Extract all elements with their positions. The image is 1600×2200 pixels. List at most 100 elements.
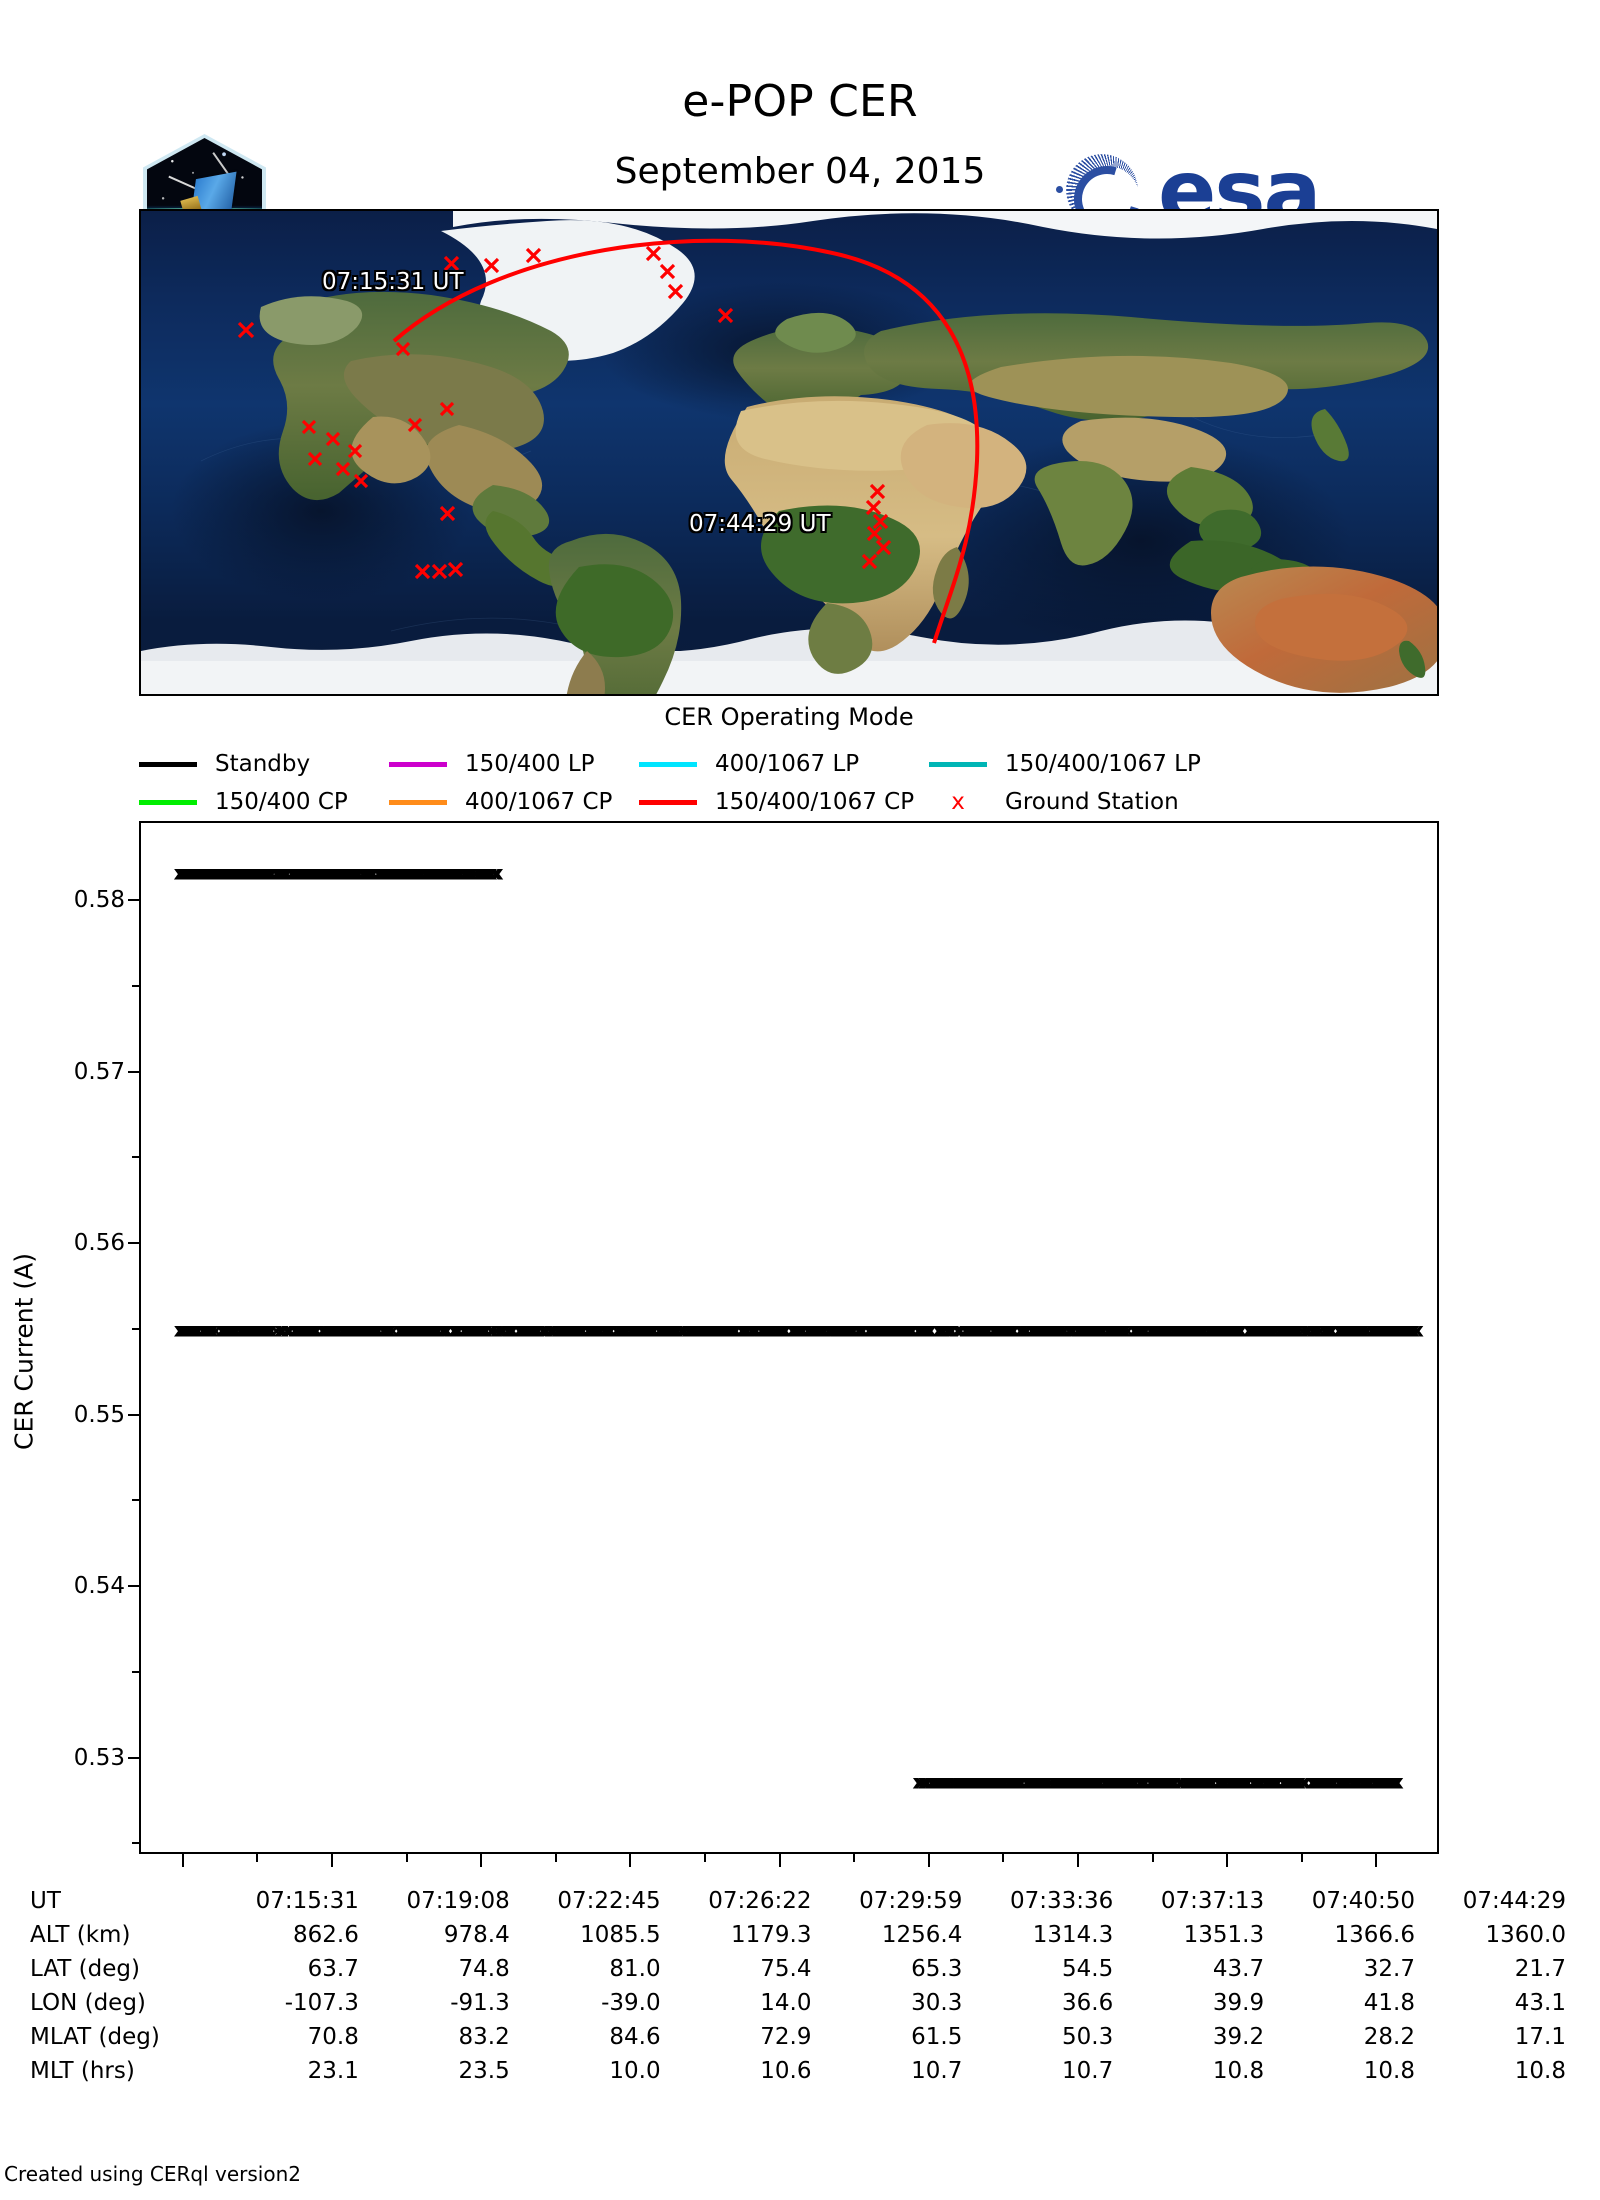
table-cell: 23.5: [458, 2058, 510, 2084]
table-cell: 10.8: [1212, 2058, 1265, 2084]
scatter-marker: x: [396, 862, 410, 885]
scatter-marker: x: [394, 862, 407, 885]
scatter-marker: x: [330, 862, 344, 885]
scatter-marker: x: [490, 862, 503, 885]
scatter-marker: x: [246, 862, 260, 885]
scatter-marker: x: [286, 862, 299, 885]
table-row: MLAT (deg) 70.8 83.2 84.6 72.9 61.5 50.3 39.2 28…: [28, 2020, 1588, 2054]
y-axis-label: CER Current (A): [9, 1252, 39, 1451]
table-cell: 17.1: [1514, 2024, 1566, 2050]
scatter-marker: x: [415, 862, 428, 885]
scatter-marker: x: [212, 862, 226, 885]
scatter-marker: x: [174, 862, 187, 885]
y-tick-minor-mark: [132, 1499, 139, 1502]
x-axis-ticks: [139, 1854, 1439, 1868]
scatter-marker: x: [188, 862, 201, 885]
table-cell: 54.5: [1062, 1956, 1114, 1982]
scatter-marker: x: [344, 862, 357, 885]
scatter-marker: x: [257, 862, 270, 885]
scatter-marker: x: [421, 862, 434, 885]
scatter-marker: x: [272, 862, 286, 885]
scatter-marker: x: [301, 862, 314, 885]
scatter-marker: x: [360, 862, 374, 885]
legend-label-150-400-1067-lp: 150/400/1067 LP: [1005, 751, 1201, 777]
y-tick-minor-mark: [132, 1670, 139, 1673]
figure-header: CASSIOPE e-POP CER September 04, 2015 es…: [0, 60, 1600, 258]
x-tick-mark: [480, 1854, 483, 1867]
page-title: e-POP CER: [682, 76, 918, 127]
scatter-marker: x: [263, 862, 276, 885]
scatter-marker: x: [207, 862, 220, 885]
scatter-marker: x: [458, 862, 471, 885]
scatter-marker: x: [397, 862, 410, 885]
y-tick-minor-mark: [132, 984, 139, 987]
legend-label-400-1067-lp: 400/1067 LP: [715, 751, 860, 777]
scatter-marker: x: [258, 862, 271, 885]
table-cell: 07:29:59: [859, 1888, 963, 1914]
scatter-marker: x: [367, 862, 380, 885]
y-tick-mark: [128, 1242, 139, 1245]
scatter-marker: x: [191, 862, 204, 885]
scatter-marker: x: [366, 862, 379, 885]
scatter-marker: x: [443, 862, 456, 885]
scatter-marker: x: [448, 862, 461, 885]
ground-station-marker-group: [237, 245, 892, 580]
scatter-marker: x: [173, 862, 187, 885]
scatter-marker: x: [1411, 1319, 1424, 1342]
scatter-marker: x: [453, 862, 466, 885]
x-tick-mark: [331, 1854, 334, 1867]
scatter-marker: x: [441, 862, 455, 885]
scatter-marker: x: [436, 862, 450, 885]
scatter-marker: x: [308, 862, 321, 885]
scatter-marker: x: [414, 862, 427, 885]
table-cell: 07:37:13: [1160, 1888, 1265, 1914]
table-cell: 1360.0: [1485, 1922, 1566, 1948]
scatter-marker: x: [219, 862, 232, 885]
scatter-marker: x: [247, 862, 261, 885]
table-cell: 10.7: [911, 2058, 963, 2084]
scatter-marker: x: [482, 862, 495, 885]
scatter-marker: x: [238, 862, 251, 885]
table-cell: 10.0: [609, 2058, 661, 2084]
scatter-marker: x: [460, 862, 474, 885]
scatter-marker: x: [279, 862, 292, 885]
scatter-marker: x: [178, 862, 191, 885]
scatter-marker: x: [413, 862, 427, 885]
legend-label-standby: Standby: [215, 751, 311, 777]
x-tick-minor-mark: [256, 1854, 259, 1862]
scatter-marker: x: [253, 862, 266, 885]
scatter-marker: x: [219, 862, 232, 885]
scatter-marker: x: [180, 1319, 193, 1342]
x-tick-mark: [1226, 1854, 1229, 1867]
scatter-marker: x: [186, 862, 200, 885]
table-cell: 23.1: [307, 2058, 359, 2084]
scatter-marker: x: [243, 862, 257, 885]
scatter-marker: x: [288, 862, 301, 885]
y-tick-minor-mark: [132, 1327, 139, 1330]
scatter-marker: x: [197, 862, 210, 885]
scatter-marker: x: [211, 862, 225, 885]
scatter-marker: x: [424, 862, 437, 885]
scatter-marker: x: [297, 862, 310, 885]
x-tick-mark: [1077, 1854, 1080, 1867]
table-cell: 43.1: [1514, 1990, 1566, 2016]
scatter-marker: x: [182, 862, 195, 885]
scatter-marker: x: [430, 862, 444, 885]
legend-item-400-1067-lp: 400/1067 LP: [639, 751, 929, 777]
x-tick-minor-mark: [1300, 1854, 1303, 1862]
scatter-marker: x: [323, 862, 336, 885]
scatter-marker: x: [434, 862, 448, 885]
legend-item-400-1067-cp: 400/1067 CP: [389, 789, 639, 815]
title-block: e-POP CER September 04, 2015: [300, 60, 1300, 190]
scatter-marker: x: [300, 862, 314, 885]
scatter-marker: x: [453, 862, 466, 885]
scatter-marker: x: [236, 862, 249, 885]
scatter-marker: x: [366, 862, 379, 885]
table-cell: 28.2: [1363, 2024, 1415, 2050]
scatter-marker: x: [271, 862, 284, 885]
scatter-marker: x: [372, 862, 385, 885]
scatter-marker: x: [278, 862, 291, 885]
y-tick-mark: [128, 899, 139, 902]
scatter-marker: x: [426, 862, 439, 885]
scatter-marker: x: [481, 862, 494, 885]
